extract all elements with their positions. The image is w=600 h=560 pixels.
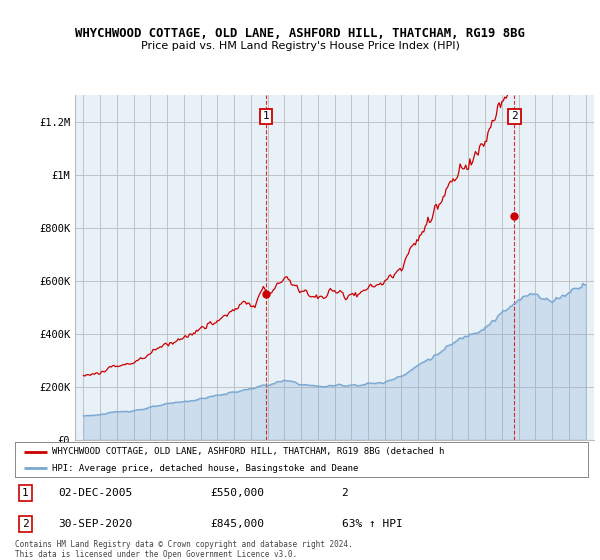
Text: 2: 2: [511, 111, 518, 122]
Text: £845,000: £845,000: [210, 519, 264, 529]
Text: HPI: Average price, detached house, Basingstoke and Deane: HPI: Average price, detached house, Basi…: [52, 464, 359, 473]
Text: 1: 1: [22, 488, 29, 498]
Text: 63% ↑ HPI: 63% ↑ HPI: [341, 519, 403, 529]
Text: 02-DEC-2005: 02-DEC-2005: [58, 488, 132, 498]
Text: 2: 2: [341, 488, 349, 498]
Text: 1: 1: [263, 111, 269, 122]
Text: Price paid vs. HM Land Registry's House Price Index (HPI): Price paid vs. HM Land Registry's House …: [140, 41, 460, 51]
Text: 30-SEP-2020: 30-SEP-2020: [58, 519, 132, 529]
Text: 2: 2: [22, 519, 29, 529]
Text: Contains HM Land Registry data © Crown copyright and database right 2024.
This d: Contains HM Land Registry data © Crown c…: [15, 540, 353, 559]
Text: WHYCHWOOD COTTAGE, OLD LANE, ASHFORD HILL, THATCHAM, RG19 8BG: WHYCHWOOD COTTAGE, OLD LANE, ASHFORD HIL…: [75, 27, 525, 40]
Text: £550,000: £550,000: [210, 488, 264, 498]
Text: WHYCHWOOD COTTAGE, OLD LANE, ASHFORD HILL, THATCHAM, RG19 8BG (detached h: WHYCHWOOD COTTAGE, OLD LANE, ASHFORD HIL…: [52, 447, 445, 456]
